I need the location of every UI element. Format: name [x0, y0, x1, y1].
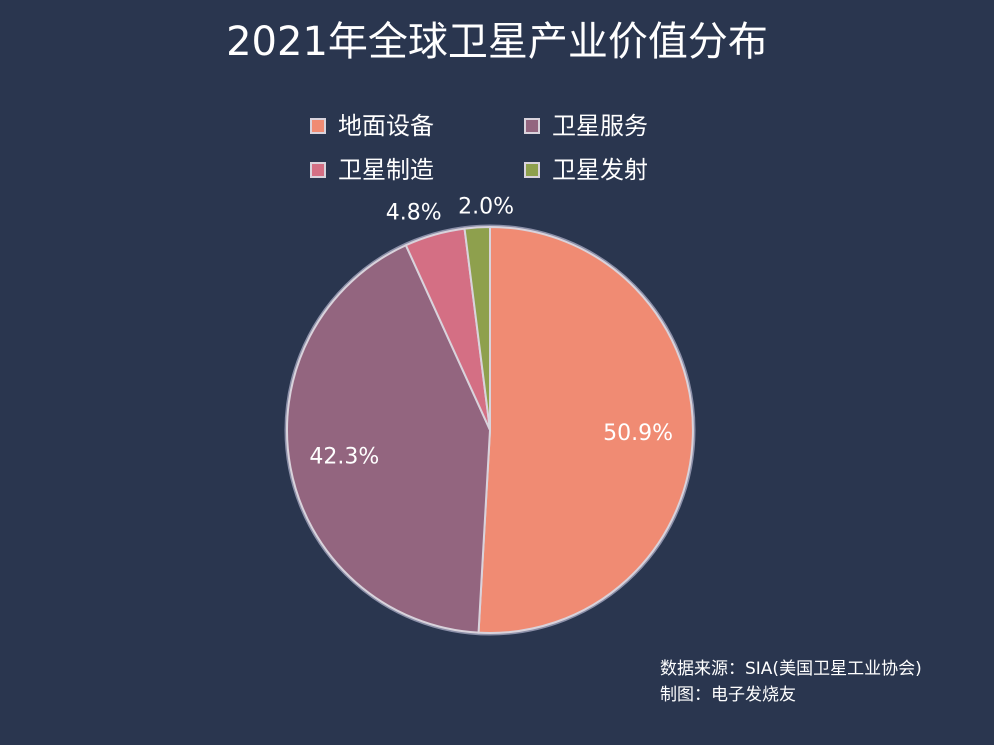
pie-label-satellite-manufacturing: 4.8% [386, 200, 442, 225]
chart-title: 2021年全球卫星产业价值分布 [226, 19, 768, 65]
chart-maker-text: 制图：电子发烧友 [660, 685, 796, 705]
legend-item-satellite-launch: 卫星发射 [524, 152, 724, 188]
legend-swatch-ground-equipment [310, 118, 326, 134]
legend-item-satellite-manufacturing: 卫星制造 [310, 152, 524, 188]
legend-label-ground-equipment: 地面设备 [338, 112, 434, 140]
legend-item-satellite-services: 卫星服务 [524, 108, 724, 144]
legend-swatch-satellite-services [524, 118, 540, 134]
pie-label-satellite-services: 42.3% [309, 444, 379, 469]
data-source-text: 数据来源：SIA(美国卫星工业协会) [660, 659, 922, 679]
chart-legend: 地面设备 卫星服务 卫星制造 卫星发射 [310, 108, 730, 188]
legend-swatch-satellite-launch [524, 162, 540, 178]
pie-slice-ground-equipment [477, 225, 694, 634]
legend-label-satellite-manufacturing: 卫星制造 [338, 156, 434, 184]
legend-label-satellite-services: 卫星服务 [552, 112, 648, 140]
pie-label-satellite-launch: 2.0% [458, 194, 514, 219]
legend-item-ground-equipment: 地面设备 [310, 108, 524, 144]
legend-label-satellite-launch: 卫星发射 [552, 156, 648, 184]
source-note: 数据来源：SIA(美国卫星工业协会) 制图：电子发烧友 [660, 656, 922, 708]
pie-label-ground-equipment: 50.9% [603, 421, 673, 446]
legend-swatch-satellite-manufacturing [310, 162, 326, 178]
pie-slice-satellite-services [286, 243, 492, 634]
pie-slice-satellite-launch [463, 225, 491, 431]
